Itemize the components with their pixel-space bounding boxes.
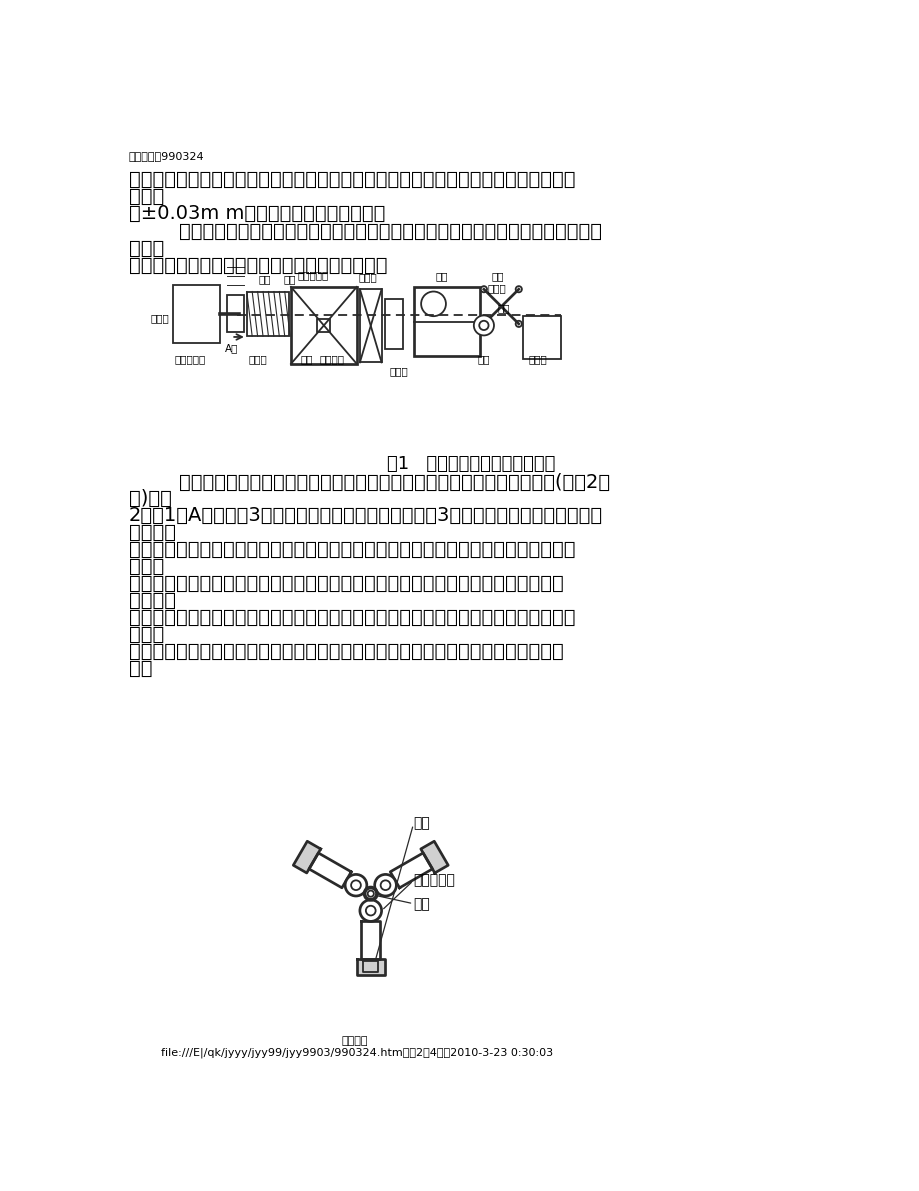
- Text: 为防止车削长棒料时可能产生大幅度振动，在车床头部安一个气动中心架(如图2所: 为防止车削长棒料时可能产生大幅度振动，在车床头部安一个气动中心架(如图2所: [129, 473, 609, 492]
- Text: 零件箱: 零件箱: [528, 354, 547, 364]
- Text: ，并随棒料转动而自转，使棒料处于车床主轴中心位置，从而防止或减少振动。活塞杆: ，并随棒料转动而自转，使棒料处于车床主轴中心位置，从而防止或减少振动。活塞杆: [129, 541, 574, 560]
- Text: 气缸: 气缸: [413, 817, 430, 830]
- Text: 示)，图: 示)，图: [129, 490, 172, 509]
- Circle shape: [366, 906, 375, 916]
- Text: file:///E|/qk/jyyy/jyy99/jyy9903/990324.htm（第2／4页）2010-3-23 0:30:03: file:///E|/qk/jyyy/jyy99/jyy9903/990324.…: [162, 1048, 553, 1058]
- Bar: [359, 289, 381, 362]
- Text: A向: A向: [225, 343, 238, 353]
- Circle shape: [421, 292, 446, 316]
- Bar: [317, 319, 329, 331]
- Text: 气动机械手: 气动机械手: [175, 354, 206, 364]
- Polygon shape: [309, 853, 351, 887]
- Bar: [290, 287, 357, 364]
- Text: 伸入车: 伸入车: [129, 557, 164, 576]
- Text: 棒料: 棒料: [283, 275, 295, 285]
- Polygon shape: [390, 853, 432, 887]
- Circle shape: [516, 320, 521, 328]
- Text: 卡盘: 卡盘: [300, 354, 312, 364]
- Text: 转轴: 转轴: [497, 303, 510, 313]
- Text: 到±0.03m m，能节约材料及加工费用。: 到±0.03m m，能节约材料及加工费用。: [129, 204, 385, 223]
- Circle shape: [368, 891, 373, 897]
- Circle shape: [481, 320, 486, 328]
- Text: 隔料器: 隔料器: [151, 313, 169, 323]
- Text: 中拨板: 中拨板: [389, 366, 408, 376]
- Text: 料架: 料架: [258, 275, 270, 285]
- Text: 2是图1的A向视图，3个气缸受同一个气阀控制，进气时3个活塞杆顶部的橡皮滚轮同时: 2是图1的A向视图，3个气缸受同一个气阀控制，进气时3个活塞杆顶部的橡皮滚轮同时: [129, 506, 603, 525]
- Text: 气动机械手的活塞杆顶端安装了径向轴承及端面轴承，起支承限位作用，棒料在其: 气动机械手的活塞杆顶端安装了径向轴承及端面轴承，起支承限位作用，棒料在其: [129, 223, 601, 242]
- Circle shape: [516, 286, 521, 292]
- Polygon shape: [420, 841, 448, 873]
- Text: 中心架: 中心架: [248, 354, 267, 364]
- Circle shape: [479, 320, 488, 330]
- Bar: [522, 316, 561, 358]
- Bar: [227, 294, 244, 331]
- Circle shape: [364, 887, 377, 900]
- Text: 上，连: 上，连: [129, 625, 164, 644]
- Bar: [246, 292, 289, 336]
- Text: 大拨板: 大拨板: [358, 273, 377, 282]
- Text: 图1   数控车床的自动上下料系统: 图1 数控车床的自动上下料系统: [387, 455, 555, 473]
- Text: 精度达: 精度达: [129, 187, 164, 206]
- Circle shape: [481, 286, 486, 292]
- Text: 的控制系统使刀架后退，残料落入废料箱中，同时使机械手退回原位，将下一根棒料送: 的控制系统使刀架后退，残料落入废料箱中，同时使机械手退回原位，将下一根棒料送: [129, 607, 574, 626]
- Bar: [414, 287, 480, 356]
- Text: 中旋转: 中旋转: [129, 239, 164, 258]
- Text: 床主轴孔送料时，橡皮滚轮可压在活塞杆上，起支承作用。当棒料被加工到剩下卡头: 床主轴孔送料时，橡皮滚轮可压在活塞杆上，起支承作用。当棒料被加工到剩下卡头: [129, 574, 563, 593]
- Text: 开关刀架: 开关刀架: [319, 354, 345, 364]
- Text: 车刀: 车刀: [435, 272, 447, 281]
- Polygon shape: [293, 841, 321, 873]
- Text: 零件: 零件: [491, 272, 504, 281]
- Text: 机械手: 机械手: [487, 283, 506, 293]
- Circle shape: [359, 900, 381, 922]
- Text: 中心架滚轮: 中心架滚轮: [413, 873, 455, 887]
- Circle shape: [380, 880, 390, 890]
- Polygon shape: [357, 959, 384, 974]
- Text: 车床主轴孔: 车床主轴孔: [297, 270, 328, 280]
- Polygon shape: [361, 922, 380, 959]
- Circle shape: [374, 874, 396, 896]
- Bar: [173, 286, 220, 343]
- Text: 求。: 求。: [129, 659, 153, 678]
- Text: 棒料: 棒料: [413, 898, 430, 911]
- Text: 滚轮: 滚轮: [477, 354, 490, 364]
- Text: 万方数据: 万方数据: [342, 1036, 369, 1046]
- Text: 压紧棒料: 压紧棒料: [129, 523, 176, 542]
- Circle shape: [473, 316, 494, 336]
- Text: 时，机床: 时，机床: [129, 591, 176, 610]
- Bar: [385, 299, 403, 349]
- Circle shape: [351, 880, 360, 890]
- Text: 关上，刀架位置由车床数控系统按需要加工零件的尺寸控制，从而实现送料柔性，送料: 关上，刀架位置由车床数控系统按需要加工零件的尺寸控制，从而实现送料柔性，送料: [129, 170, 574, 189]
- Text: 时只能带动轴承内圈旋转，不会引起活塞杆旋转。: 时只能带动轴承内圈旋转，不会引起活塞杆旋转。: [129, 256, 387, 275]
- Text: 机床与液压990324: 机床与液压990324: [129, 150, 204, 161]
- Circle shape: [345, 874, 367, 896]
- Text: 续给机床供料。每次送料长度随需要加工零件的尺寸而变，实现上料柔性自动化的要: 续给机床供料。每次送料长度随需要加工零件的尺寸而变，实现上料柔性自动化的要: [129, 642, 563, 661]
